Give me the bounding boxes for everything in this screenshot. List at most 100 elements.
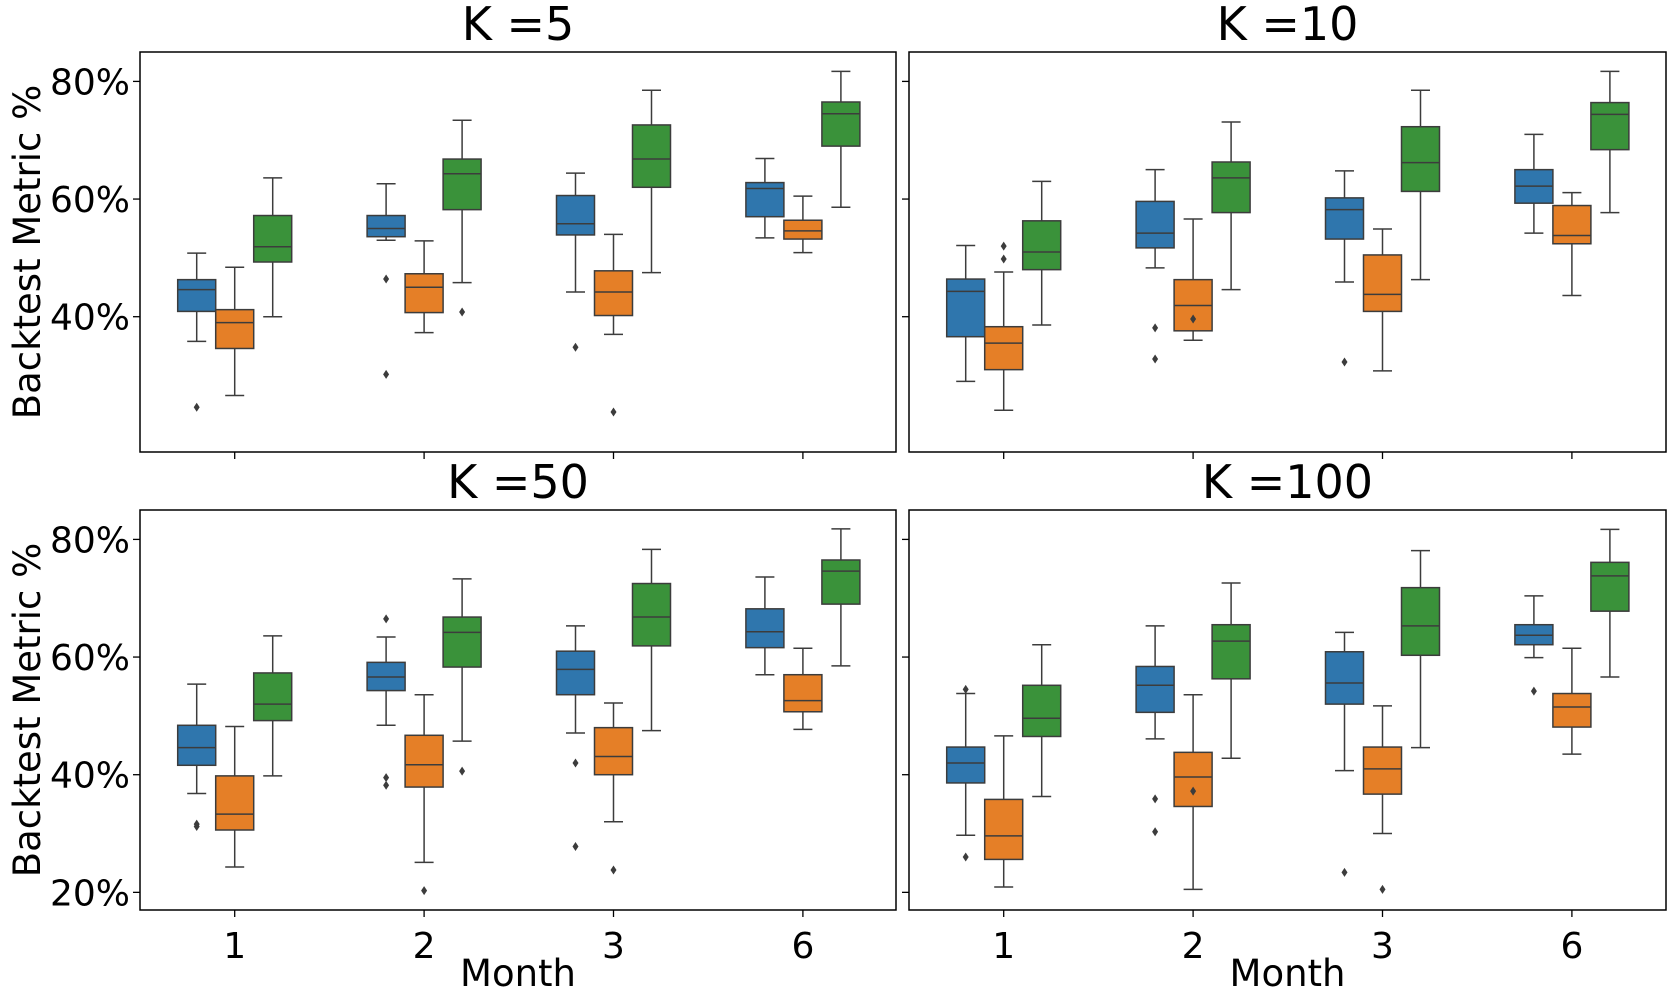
box-month-3-series-2 bbox=[1362, 228, 1403, 372]
box-body bbox=[1590, 561, 1630, 612]
outlier-point bbox=[962, 852, 969, 862]
panel-frame bbox=[139, 51, 897, 453]
box-month-6-series-2 bbox=[1552, 647, 1592, 755]
box-body bbox=[1211, 623, 1251, 680]
box-body bbox=[404, 273, 444, 314]
box-body bbox=[631, 582, 672, 647]
box-month-1-series-2 bbox=[983, 735, 1024, 888]
box-body bbox=[593, 270, 634, 317]
outlier-point bbox=[962, 684, 969, 694]
box-body bbox=[1552, 692, 1592, 728]
box-month-6-series-1 bbox=[745, 157, 785, 239]
box-body bbox=[1400, 125, 1441, 193]
y-tick-label: 40% bbox=[50, 756, 130, 797]
box-month-3-series-2 bbox=[593, 233, 634, 417]
box-body bbox=[366, 214, 406, 238]
x-tick-label: 2 bbox=[413, 926, 436, 967]
box-month-6-series-1 bbox=[745, 576, 785, 676]
x-tick-label: 1 bbox=[992, 926, 1015, 967]
outlier-point bbox=[193, 402, 200, 412]
outlier-point bbox=[1152, 827, 1159, 837]
panel-3: K =50 20% 40% 60% 80% 1 2 3 6 Month Backtest Metri… bbox=[6, 455, 897, 995]
box-month-2-series-1 bbox=[1135, 625, 1175, 837]
box-body bbox=[1173, 751, 1213, 808]
box-body bbox=[1021, 684, 1062, 738]
panel-frame bbox=[908, 51, 1667, 453]
x-tick-label: 3 bbox=[1371, 926, 1394, 967]
box-month-3-series-3 bbox=[631, 89, 672, 274]
box-month-1-series-3 bbox=[252, 177, 293, 318]
box-body bbox=[252, 672, 293, 722]
outlier-point bbox=[1190, 786, 1197, 796]
box-month-6-series-2 bbox=[783, 647, 823, 731]
panel-2: K =10 bbox=[902, 0, 1667, 459]
box-body bbox=[983, 798, 1024, 861]
box-month-2-series-2 bbox=[1173, 218, 1213, 341]
box-month-3-series-1 bbox=[555, 625, 596, 851]
box-body bbox=[1324, 197, 1365, 240]
outlier-point bbox=[572, 841, 579, 851]
box-body bbox=[555, 650, 596, 696]
box-body bbox=[983, 325, 1024, 371]
box-body bbox=[252, 214, 293, 263]
panel-title: K =5 bbox=[462, 0, 575, 51]
box-body bbox=[1135, 200, 1175, 249]
box-month-2-series-1 bbox=[1135, 168, 1175, 364]
box-month-6-series-1 bbox=[1514, 133, 1554, 234]
outlier-point bbox=[1000, 254, 1007, 264]
box-month-1-series-1 bbox=[176, 252, 217, 412]
box-body bbox=[1362, 254, 1403, 313]
box-month-2-series-3 bbox=[442, 119, 482, 317]
box-body bbox=[783, 673, 823, 713]
outlier-point bbox=[383, 614, 390, 624]
y-tick-label: 60% bbox=[50, 180, 130, 221]
panel-4: K =100 1 2 3 6 Month bbox=[902, 455, 1667, 995]
box-body bbox=[555, 194, 596, 236]
box-month-2-series-3 bbox=[1211, 121, 1251, 291]
outlier-point bbox=[459, 307, 466, 317]
y-axis-label: Backtest Metric % bbox=[6, 85, 49, 420]
outlier-point bbox=[1000, 241, 1007, 251]
outlier-point bbox=[1379, 884, 1386, 894]
box-month-2-series-1 bbox=[366, 183, 406, 379]
panel-title: K =50 bbox=[447, 455, 589, 509]
x-tick-label: 6 bbox=[791, 926, 814, 967]
y-tick-label: 80% bbox=[50, 62, 130, 103]
y-tick-label: 20% bbox=[50, 873, 130, 914]
box-month-1-series-3 bbox=[1021, 643, 1062, 798]
box-body bbox=[1590, 101, 1630, 151]
box-month-3-series-2 bbox=[1362, 705, 1403, 894]
outlier-point bbox=[572, 342, 579, 352]
outlier-point bbox=[610, 407, 617, 417]
box-body bbox=[176, 724, 217, 767]
box-month-2-series-2 bbox=[1173, 693, 1213, 891]
box-month-1-series-1 bbox=[945, 244, 986, 383]
box-body bbox=[176, 278, 217, 313]
outlier-point bbox=[1152, 354, 1159, 364]
box-month-6-series-2 bbox=[783, 195, 823, 254]
panel-title: K =10 bbox=[1217, 0, 1359, 51]
box-month-3-series-3 bbox=[1400, 89, 1441, 281]
box-month-6-series-3 bbox=[1590, 70, 1630, 214]
y-tick-label: 80% bbox=[50, 520, 130, 561]
panel-frame bbox=[908, 509, 1667, 911]
box-body bbox=[631, 124, 672, 189]
box-body bbox=[745, 181, 785, 218]
x-tick-label: 1 bbox=[223, 926, 246, 967]
box-month-2-series-3 bbox=[442, 578, 482, 776]
box-month-2-series-3 bbox=[1211, 582, 1251, 759]
box-month-1-series-3 bbox=[252, 635, 293, 777]
box-body bbox=[821, 101, 861, 147]
outlier-point bbox=[421, 886, 428, 896]
box-month-3-series-2 bbox=[593, 702, 634, 875]
y-axis-label: Backtest Metric % bbox=[6, 543, 49, 878]
box-body bbox=[945, 278, 986, 338]
box-month-3-series-3 bbox=[1400, 549, 1441, 749]
x-axis-label: Month bbox=[1230, 952, 1346, 995]
box-month-3-series-1 bbox=[1324, 631, 1365, 877]
box-body bbox=[442, 616, 482, 668]
box-body bbox=[783, 219, 823, 240]
outlier-point bbox=[383, 773, 390, 783]
box-month-3-series-3 bbox=[631, 548, 672, 732]
